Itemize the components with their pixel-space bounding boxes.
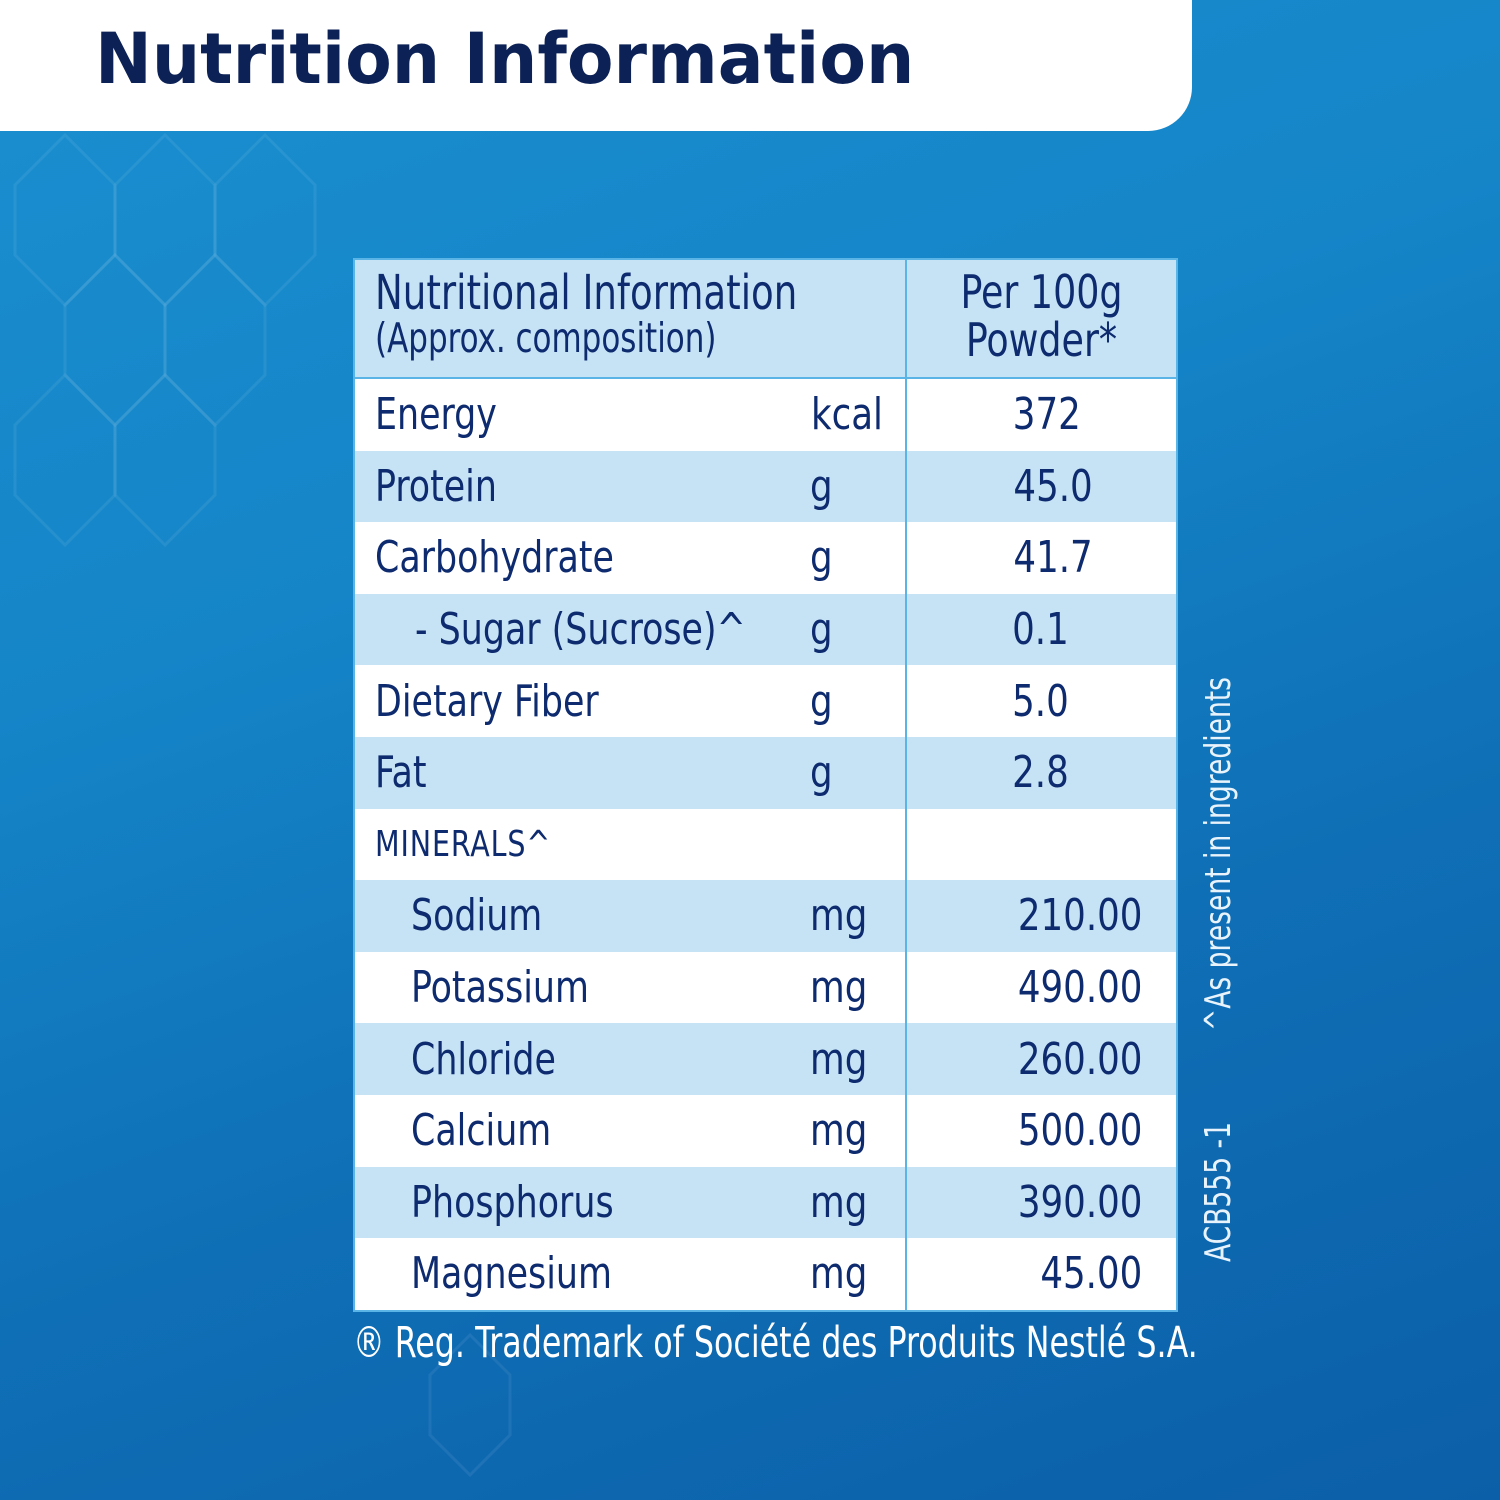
row-value: 490.00 (1017, 962, 1142, 1014)
page-title: Nutrition Information (95, 18, 915, 100)
row-value: 372 (1012, 389, 1081, 441)
header-label-cell: Nutritional Information (Approx. composi… (355, 260, 907, 377)
table-header: Nutritional Information (Approx. composi… (355, 260, 1176, 379)
row-value: 390.00 (1017, 1176, 1142, 1228)
table-row-sugar: - Sugar (Sucrose)^ g 0.1 (355, 593, 1176, 666)
row-name: - Sugar (Sucrose)^ (415, 604, 746, 656)
table-row-chloride: Chloride mg 260.00 (355, 1023, 1176, 1095)
row-unit: mg (810, 962, 868, 1014)
row-unit: g (810, 675, 833, 727)
section-label: MINERALS^ (375, 823, 552, 865)
table-row-magnesium: Magnesium mg 45.00 (355, 1238, 1176, 1310)
header-powder: Powder* (965, 313, 1118, 367)
row-name: Calcium (411, 1105, 552, 1157)
table-row-energy: Energy kcal 372 (355, 379, 1176, 451)
row-name: Fat (375, 747, 427, 799)
row-name: Sodium (411, 890, 543, 942)
row-name: Chloride (411, 1033, 556, 1085)
row-value: 45.0 (1013, 460, 1093, 512)
row-value: 45.00 (1040, 1248, 1142, 1300)
vertical-side-note: ACB555 -1 ^As present in ingredients (1198, 600, 1239, 1262)
row-unit: g (810, 460, 833, 512)
row-value: 210.00 (1017, 890, 1142, 942)
table-row-potassium: Potassium mg 490.00 (355, 951, 1176, 1024)
table-row-phosphorus: Phosphorus mg 390.00 (355, 1166, 1176, 1239)
header-subtitle: (Approx. composition) (375, 314, 717, 362)
trademark-footnote: ® Reg. Trademark of Société des Produits… (353, 1318, 1198, 1368)
table-row-dietary-fiber: Dietary Fiber g 5.0 (355, 665, 1176, 737)
table-row-sodium: Sodium mg 210.00 (355, 880, 1176, 952)
ingredients-note: ^As present in ingredients (1198, 677, 1239, 1032)
title-banner: Nutrition Information (0, 0, 1192, 131)
row-name: Protein (375, 460, 497, 512)
row-unit: g (810, 747, 833, 799)
row-unit: g (810, 532, 833, 584)
table-row-calcium: Calcium mg 500.00 (355, 1094, 1176, 1167)
row-value: 0.1 (1012, 604, 1069, 656)
row-name: Carbohydrate (375, 532, 614, 584)
row-unit: mg (810, 890, 868, 942)
table-row-minerals-section: MINERALS^ (355, 808, 1176, 881)
header-title: Nutritional Information (375, 265, 798, 321)
row-unit: mg (810, 1105, 868, 1157)
header-per-100g: Per 100g (960, 265, 1123, 319)
row-name: Energy (375, 389, 497, 441)
header-value-cell: Per 100g Powder* (907, 260, 1176, 377)
row-name: Dietary Fiber (375, 675, 599, 727)
row-name: Magnesium (411, 1248, 612, 1300)
row-unit: mg (810, 1248, 868, 1300)
row-unit: g (810, 604, 833, 656)
row-value: 5.0 (1012, 675, 1069, 727)
table-row-fat: Fat g 2.8 (355, 736, 1176, 809)
row-unit: mg (810, 1033, 868, 1085)
row-value: 500.00 (1017, 1105, 1142, 1157)
product-code: ACB555 -1 (1198, 1121, 1239, 1262)
nutrition-table: Nutritional Information (Approx. composi… (353, 258, 1178, 1312)
row-name: Potassium (411, 962, 589, 1014)
table-row-protein: Protein g 45.0 (355, 450, 1176, 523)
row-value: 41.7 (1013, 532, 1093, 584)
row-unit: kcal (811, 389, 884, 441)
table-row-carbohydrate: Carbohydrate g 41.7 (355, 522, 1176, 594)
row-value: 2.8 (1012, 747, 1069, 799)
row-name: Phosphorus (411, 1176, 614, 1228)
row-unit: mg (810, 1176, 868, 1228)
row-value: 260.00 (1017, 1033, 1142, 1085)
